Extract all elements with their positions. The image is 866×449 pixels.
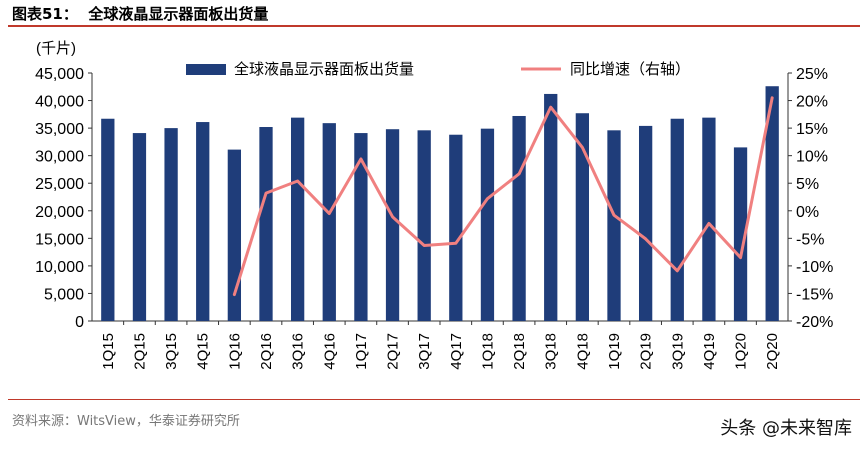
bar — [132, 133, 147, 321]
legend-line-label: 同比增速（右轴） — [570, 61, 690, 78]
bar — [417, 130, 431, 321]
right-tick-label: 25% — [796, 66, 828, 83]
bar — [670, 118, 684, 322]
bar — [449, 134, 463, 321]
left-axis-title: (千片) — [36, 40, 76, 57]
header-rule — [8, 25, 860, 27]
legend: 全球液晶显示器面板出货量 同比增速（右轴） — [186, 60, 690, 78]
source-note: 资料来源：WitsView，华泰证券研究所 — [12, 414, 240, 429]
left-tick-label: 30,000 — [35, 149, 84, 166]
line-point — [422, 244, 426, 247]
line-layer — [232, 96, 774, 297]
bars-layer — [101, 86, 779, 322]
line-point — [739, 256, 742, 259]
line-point — [233, 293, 236, 296]
bar — [607, 130, 621, 321]
left-tick-label: 40,000 — [35, 94, 84, 111]
line-point — [644, 237, 647, 241]
x-tick-label: 1Q18 — [479, 333, 496, 370]
chart: 0 5,000 10,000 15,000 20,000 25,000 30,000 35,0… — [35, 40, 833, 370]
x-tick-label: 3Q16 — [290, 333, 307, 370]
figure-header: 图表51： 全球液晶显示器面板出货量 — [0, 0, 866, 27]
bar — [101, 118, 115, 322]
bar — [385, 129, 400, 321]
left-tick-label: 45,000 — [35, 66, 84, 83]
line-point — [581, 146, 584, 149]
right-tick-label: -10% — [796, 259, 833, 276]
x-tick-label: 3Q18 — [543, 333, 560, 370]
line-point — [486, 197, 489, 200]
x-tick-label: 2Q18 — [511, 333, 528, 370]
x-tick-label: 2Q20 — [764, 333, 781, 370]
right-tick-label: 10% — [796, 149, 828, 166]
bar — [733, 147, 748, 321]
right-tick-label: -15% — [796, 286, 833, 303]
x-tick-label: 2Q16 — [258, 333, 275, 370]
line-point — [454, 242, 458, 245]
x-tick-label: 3Q19 — [669, 333, 686, 370]
x-tick-label: 4Q15 — [195, 333, 212, 370]
legend-bar-swatch — [186, 64, 226, 75]
line-point — [770, 96, 774, 100]
x-tick-label: 4Q17 — [448, 333, 465, 370]
x-tick-label: 1Q20 — [733, 333, 750, 370]
bar — [164, 128, 178, 321]
bar — [322, 123, 336, 321]
left-tick-label: 5,000 — [44, 286, 84, 303]
x-tick-label: 1Q17 — [353, 333, 370, 370]
axes-layer — [88, 72, 792, 325]
left-tick-label: 35,000 — [35, 121, 84, 138]
line-point — [359, 157, 363, 161]
line-point — [517, 172, 521, 176]
right-tick-label: -5% — [796, 231, 824, 248]
growth-line — [232, 96, 774, 297]
x-tick-label: 3Q17 — [416, 333, 433, 370]
bar — [259, 127, 273, 322]
x-tick-label: 1Q15 — [100, 333, 117, 370]
right-tick-label: 15% — [796, 121, 828, 138]
bar — [227, 149, 242, 321]
x-tick-label: 4Q16 — [321, 333, 338, 370]
x-tick-label: 4Q18 — [574, 333, 591, 370]
x-tick-label: 4Q19 — [701, 333, 718, 370]
line-point — [612, 213, 616, 217]
line-point — [549, 105, 552, 109]
x-tick-label: 1Q19 — [606, 333, 623, 370]
bar — [512, 115, 526, 321]
line-point — [264, 191, 268, 195]
left-tick-label: 20,000 — [35, 204, 84, 221]
left-tick-label: 0 — [75, 314, 84, 331]
left-tick-label: 15,000 — [35, 231, 84, 248]
line-point — [707, 222, 711, 225]
right-tick-label: -20% — [796, 314, 833, 331]
right-tick-label: 20% — [796, 94, 828, 111]
bar — [544, 93, 558, 321]
right-tick-label: 0% — [796, 204, 819, 221]
labels-layer: 0 5,000 10,000 15,000 20,000 25,000 30,000 35,0… — [35, 40, 833, 370]
bar — [702, 117, 716, 321]
left-tick-label: 10,000 — [35, 259, 84, 276]
line-point — [328, 212, 331, 215]
line-point — [391, 215, 394, 219]
bar — [480, 128, 495, 321]
x-tick-label: 2Q19 — [638, 333, 655, 370]
bar — [765, 86, 779, 321]
bar — [638, 125, 653, 321]
x-tick-label: 2Q17 — [385, 333, 402, 370]
footer-rule — [8, 399, 860, 400]
figure-title: 图表51： 全球液晶显示器面板出货量 — [12, 5, 269, 23]
x-tick-label: 1Q16 — [226, 333, 243, 370]
line-point — [296, 179, 299, 183]
line-point — [676, 269, 679, 273]
x-tick-label: 3Q15 — [163, 333, 180, 370]
bar — [196, 122, 210, 321]
left-tick-label: 25,000 — [35, 176, 84, 193]
bar — [354, 133, 368, 321]
x-tick-label: 2Q15 — [131, 333, 148, 370]
watermark: 头条 @未来智库 — [720, 418, 852, 439]
bar — [575, 113, 590, 321]
legend-bar-label: 全球液晶显示器面板出货量 — [234, 60, 414, 78]
bar — [290, 117, 305, 321]
right-tick-label: 5% — [796, 176, 819, 193]
